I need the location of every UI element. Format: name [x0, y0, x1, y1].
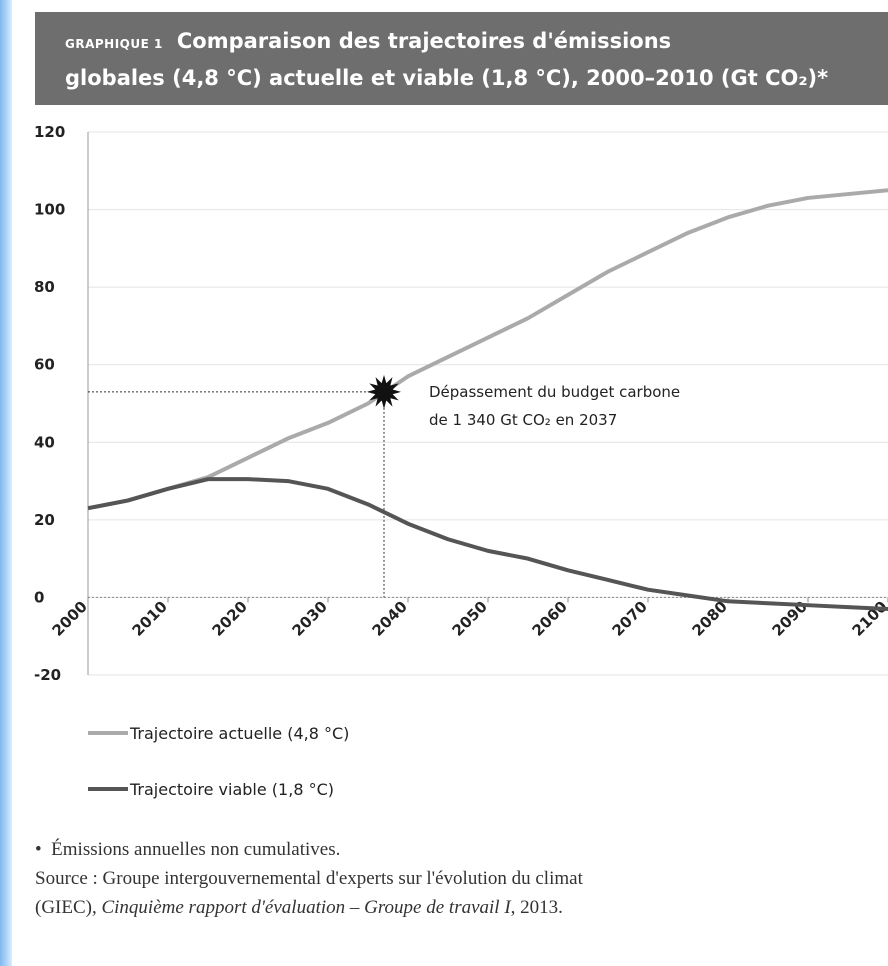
source: Source : Groupe intergouvernemental d'ex… [35, 868, 583, 889]
x-tick-label: 2030 [289, 598, 331, 640]
marker [367, 374, 401, 409]
legend: Trajectoire actuelle (4,8 °C) Trajectoire… [88, 705, 349, 817]
annotation: Dépassement du budget carbone [429, 383, 680, 401]
source: , 2013. [510, 897, 563, 918]
source-line: (GIEC), Cinquième rapport d'évaluation –… [35, 893, 583, 922]
y-tick-label: 100 [34, 201, 65, 219]
y-tick-label: 60 [34, 356, 55, 374]
x-tick-label: 2020 [209, 598, 251, 640]
y-tick-label: -20 [34, 666, 61, 684]
legend-label: Trajectoire actuelle (4,8 °C) [130, 723, 350, 743]
x-tick-label: 2010 [129, 598, 171, 640]
notes: • Émissions annuelles non cumulatives. S… [35, 835, 583, 922]
chart-title: Comparaison des trajectoires d'émissions [176, 29, 672, 53]
footnote: Émissions annuelles non cumulatives. [51, 839, 341, 860]
legend-item: Trajectoire viable (1,8 °C) [88, 761, 349, 817]
figure-label: GRAPHIQUE 1 [65, 37, 163, 51]
y-tick-label: 120 [34, 123, 65, 141]
legend-item: Trajectoire actuelle (4,8 °C) [88, 705, 349, 761]
footnote-line: • Émissions annuelles non cumulatives. [35, 839, 341, 860]
y-tick-label: 0 [34, 588, 44, 606]
legend-label: Trajectoire viable (1,8 °C) [130, 779, 334, 799]
y-tick-label: 20 [34, 511, 55, 529]
annotation: de 1 340 Gt CO₂ en 2037 [429, 411, 617, 429]
y-tick-label: 80 [34, 278, 55, 296]
side-strip [0, 0, 12, 966]
x-tick-label: 2100 [849, 598, 888, 640]
x-tick-label: 2040 [369, 598, 411, 640]
source: Cinquième rapport d'évaluation – Groupe … [101, 897, 511, 918]
x-tick-label: 2060 [529, 598, 571, 640]
x-tick-label: 2080 [689, 598, 731, 640]
header: GRAPHIQUE 1 Comparaison des trajectoires … [35, 12, 888, 105]
legend-swatch [88, 787, 128, 791]
x-tick-label: 2050 [449, 598, 491, 640]
series-line [87, 477, 888, 612]
x-tick-label: 2000 [49, 598, 91, 640]
legend-swatch [88, 731, 128, 735]
x-tick-label: 2070 [609, 598, 651, 640]
y-tick-label: 40 [34, 433, 55, 451]
source: (GIEC), [35, 897, 102, 918]
chart-title: globales (4,8 °C) actuelle et viable (1,… [65, 66, 829, 90]
series-line [87, 188, 888, 511]
